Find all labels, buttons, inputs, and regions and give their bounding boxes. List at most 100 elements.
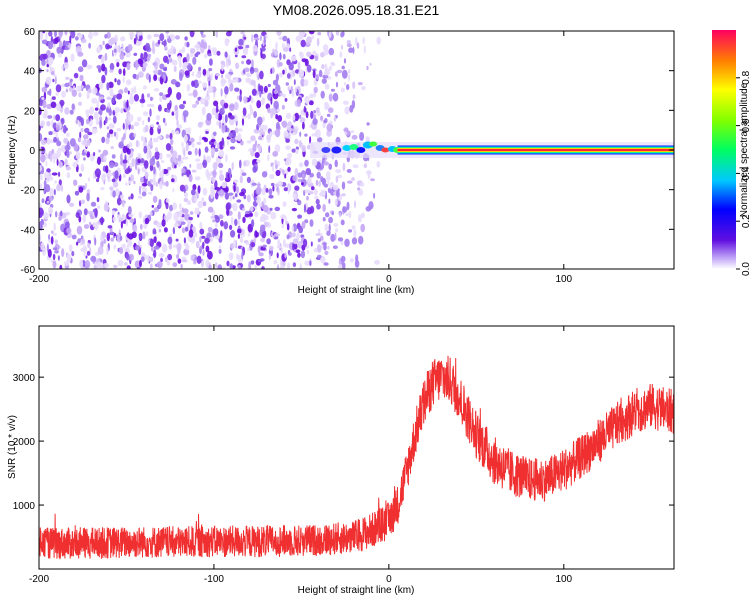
spectrogram-noise-cell [166, 59, 170, 65]
spectrogram-noise-cell [124, 87, 128, 94]
spectrogram-noise-cell [171, 111, 175, 116]
spectrogram-noise-cell [113, 233, 117, 237]
spectrogram-noise-cell [225, 154, 228, 163]
spectrogram-noise-cell [122, 145, 128, 154]
spectrogram-noise-cell [272, 164, 275, 172]
spectrogram-noise-cell [159, 154, 162, 159]
spectrogram-noise-cell [133, 121, 140, 127]
spectrogram-noise-cell [120, 221, 123, 229]
spectrogram-noise-cell [220, 230, 223, 239]
spectrogram-noise-cell [112, 124, 115, 128]
colorbar-tick-label: 0.2 [741, 214, 750, 228]
spectrogram-noise-cell [87, 210, 92, 215]
spectrogram-noise-cell [111, 178, 116, 183]
spectrogram-noise-cell [134, 260, 141, 269]
spectrogram-noise-cell [251, 193, 255, 197]
spectrogram-noise-cell [279, 52, 282, 61]
spectrogram-noise-cell [216, 50, 221, 56]
spectrogram-noise-cell [170, 34, 175, 41]
spectrogram-noise-cell [116, 79, 121, 86]
spectrogram-noise-cell [251, 34, 254, 43]
spectrogram-noise-cell [295, 86, 298, 93]
spectrogram-noise-cell [275, 41, 278, 50]
spectrogram-noise-cell [172, 262, 178, 268]
spectrogram-noise-cell [276, 252, 279, 259]
spectrogram-noise-cell [202, 201, 207, 207]
spectrogram-noise-cell [39, 31, 44, 39]
spectrogram-noise-cell [198, 148, 201, 157]
spectrogram-noise-cell [65, 221, 70, 228]
spectrogram-noise-cell [233, 239, 237, 248]
spectrogram-noise-cell [125, 182, 128, 186]
spectrogram-noise-cell [172, 156, 175, 161]
spectrogram-noise-cell [53, 115, 56, 120]
spectrogram-noise-cell [149, 104, 155, 108]
spectrogram-noise-cell [75, 36, 79, 41]
spectrogram-noise-cell [282, 53, 286, 60]
spectrogram-noise-cell [127, 144, 130, 148]
snr-axes: -200 -100 0 100 1000 2000 3000 [13, 326, 674, 585]
spectrogram-noise-cell [259, 70, 264, 80]
spectrogram-noise-cell [268, 194, 274, 199]
spectrogram-noise-cell [128, 253, 134, 261]
spectrogram-noise-cell [286, 73, 291, 79]
spectrogram-noise-cell [254, 140, 258, 147]
spectrogram-noise-cell [108, 129, 114, 135]
spectrogram-noise-cell [83, 134, 89, 140]
spectrogram-noise-cell [254, 211, 259, 218]
spectrogram-noise-cell [285, 131, 289, 137]
spectrogram-noise-cell [247, 247, 251, 252]
spectrogram-noise-cell [348, 229, 353, 233]
spectrogram-noise-cell [110, 146, 114, 150]
spectrogram-noise-cell [154, 151, 160, 160]
spectrogram-noise-cell [130, 193, 134, 200]
spectrogram-noise-cell [266, 134, 272, 144]
spectrogram-noise-cell [175, 130, 179, 135]
spectrogram-noise-cell [101, 136, 106, 143]
spectrogram-noise-cell [153, 166, 156, 175]
spectrogram-noise-cell [237, 132, 242, 142]
spectrogram-noise-cell [229, 224, 233, 230]
spectrogram-noise-cell [153, 33, 160, 38]
spectrogram-noise-cell [48, 195, 53, 202]
spectrogram-noise-cell [90, 255, 97, 262]
spectrogram-noise-cell [113, 244, 117, 250]
spectrogram-noise-cell [159, 63, 165, 70]
spectrogram-noise-cell [277, 187, 280, 196]
spectrogram-noise-cell [208, 58, 213, 66]
spectrogram-noise-cell [197, 162, 203, 170]
spectrogram-noise-cell [183, 192, 188, 198]
spectrogram-noise-cell [221, 105, 225, 113]
spectrogram-noise-cell [303, 204, 307, 213]
spectrogram-noise-cell [288, 62, 294, 71]
spectrogram-noise-cell [100, 234, 103, 242]
spectrogram-noise-cell [172, 244, 177, 248]
spectrogram-noise-cell [113, 48, 117, 53]
spectrogram-noise-cell [323, 161, 329, 166]
spectrogram-noise-cell [135, 42, 141, 46]
spectrogram-noise-cell [165, 198, 170, 203]
spectrogram-noise-cell [122, 173, 126, 179]
spectrogram-noise-cell [169, 204, 174, 212]
spectrogram-noise-cell [322, 242, 327, 246]
spectrogram-noise-cell [274, 183, 280, 188]
spectrogram-noise-cell [215, 112, 220, 120]
spectrogram-noise-cell [315, 107, 320, 113]
spectrogram-noise-cell [210, 147, 215, 156]
colorbar-label: Normalized spectral amplitude [739, 82, 750, 217]
spectrogram-noise-cell [282, 35, 288, 42]
spectrogram-noise-cell [292, 175, 297, 182]
spectrogram-ytick-label: 20 [24, 106, 36, 117]
spectrogram-noise-cell [249, 212, 253, 217]
spectrogram-noise-cell [261, 213, 267, 223]
spectrogram-noise-cell [293, 79, 296, 86]
spectrogram-noise-cell [156, 121, 159, 125]
spectrogram-noise-cell [78, 121, 81, 128]
spectrogram-noise-cell [183, 113, 186, 123]
spectrogram-noise-cell [275, 73, 279, 82]
spectrogram-ylabel: Frequency (Hz) [7, 116, 18, 185]
spectrogram-noise-cell [133, 85, 137, 94]
spectrogram-noise-cell [230, 79, 236, 84]
spectrogram-noise-cell [96, 261, 103, 269]
spectrogram-noise-cell [156, 261, 163, 269]
